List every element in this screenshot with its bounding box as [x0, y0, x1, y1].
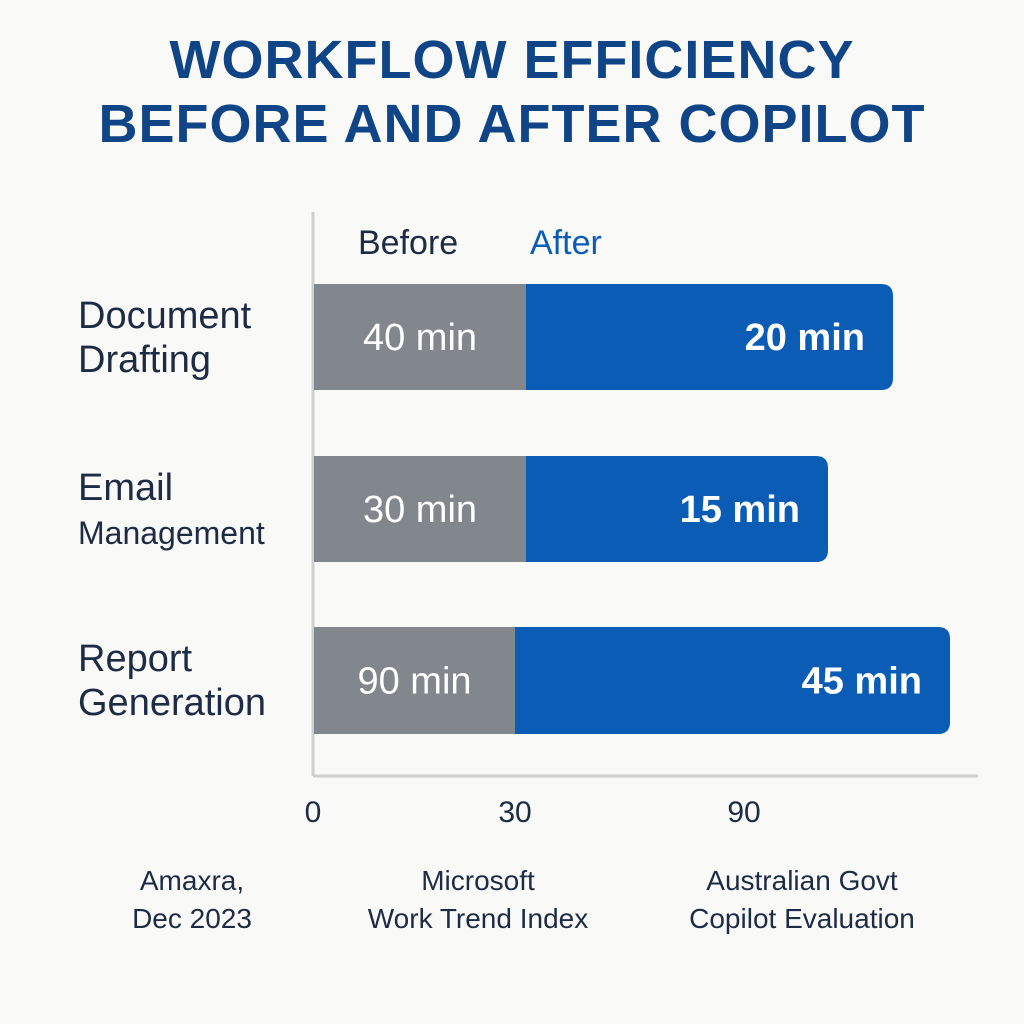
category-label-document-drafting-line-1: Document [78, 295, 252, 337]
bar-before-email-management [314, 456, 526, 562]
source-amaxra-line-2: Dec 2023 [132, 903, 252, 934]
bar-before-report-generation [314, 627, 515, 734]
x-tick-label-0: 0 [305, 796, 322, 829]
category-label-report-generation-line-2: Generation [78, 682, 266, 724]
legend-before: Before [358, 224, 458, 262]
chart-title-line-2: BEFORE AND AFTER COPILOT [98, 94, 926, 154]
bar-after-report-generation [515, 627, 950, 734]
legend-after: After [530, 224, 602, 262]
data-label-after-report-generation: 45 min [802, 661, 922, 703]
bar-after-email-management [526, 456, 828, 562]
source-australian-govt-line-1: Australian Govt [706, 865, 898, 896]
source-amaxra: Amaxra, Dec 2023 [42, 862, 342, 938]
sources-row: Amaxra, Dec 2023 Microsoft Work Trend In… [0, 862, 1024, 942]
source-amaxra-line-1: Amaxra, [139, 865, 245, 896]
category-label-email-management-line-2: Management [78, 515, 265, 551]
x-tick-label-90: 90 [727, 796, 760, 829]
bar-before-document-drafting [314, 284, 526, 390]
chart-title-line-1: WORKFLOW EFFICIENCY [169, 30, 855, 90]
bar-after-document-drafting [526, 284, 893, 390]
category-label-email-management-line-1: Email [78, 467, 173, 509]
source-microsoft-line-2: Work Trend Index [367, 903, 589, 934]
x-tick-label-30: 30 [498, 796, 531, 829]
category-label-report-generation-line-1: Report [78, 638, 192, 680]
source-microsoft: Microsoft Work Trend Index [328, 862, 628, 938]
data-label-before-report-generation: 90 min [357, 661, 471, 703]
data-label-before-email-management: 30 min [363, 489, 477, 531]
chart-title: WORKFLOW EFFICIENCY BEFORE AND AFTER COP… [0, 28, 1024, 156]
data-label-after-email-management: 15 min [680, 489, 800, 531]
source-microsoft-line-1: Microsoft [421, 865, 535, 896]
source-australian-govt-line-2: Copilot Evaluation [689, 903, 915, 934]
source-australian-govt: Australian Govt Copilot Evaluation [652, 862, 952, 938]
data-label-after-document-drafting: 20 min [745, 317, 865, 359]
category-label-document-drafting-line-2: Drafting [78, 339, 211, 381]
data-label-before-document-drafting: 40 min [363, 317, 477, 359]
